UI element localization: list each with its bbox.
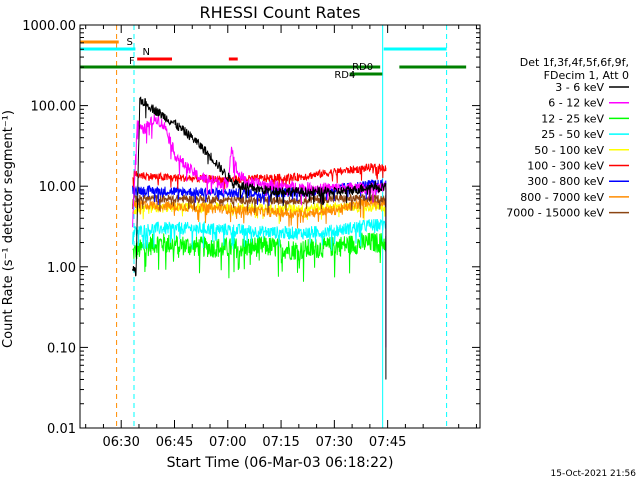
x-axis-label: Start Time (06-Mar-03 06:18:22) [167, 455, 394, 471]
series-line [132, 163, 387, 192]
series-line [132, 197, 387, 229]
series-line [132, 232, 387, 282]
y-tick-label: 0.10 [47, 341, 76, 356]
x-tick-label: 06:30 [102, 435, 139, 450]
legend-label: 7000 - 15000 keV [506, 207, 604, 220]
chart-title: RHESSI Count Rates [200, 3, 361, 22]
timestamp: 15-Oct-2021 21:56 [551, 469, 637, 479]
legend-label: 100 - 300 keV [527, 160, 604, 173]
x-tick-label: 07:45 [369, 435, 406, 450]
y-tick-label: 10.00 [39, 180, 76, 195]
y-tick-label: 1.00 [47, 261, 76, 276]
legend-label: 50 - 100 keV [534, 144, 604, 157]
series-line [132, 178, 387, 206]
y-tick-label: 1000.00 [22, 19, 76, 34]
legend-label: 12 - 25 keV [541, 112, 604, 125]
series-line [132, 192, 387, 213]
series-line [132, 96, 387, 380]
legend-header-line: FDecim 1, Att 0 [544, 69, 629, 82]
x-tick-label: 06:45 [156, 435, 193, 450]
y-tick-label: 0.01 [47, 422, 76, 437]
legend: Det 1f,3f,4f,5f,6f,9f,FDecim 1, Att 03 -… [506, 56, 629, 220]
legend-label: 300 - 800 keV [527, 175, 604, 188]
legend-label: 6 - 12 keV [548, 97, 604, 110]
y-axis-label: Count Rate (s⁻¹ detector segment⁻¹) [1, 110, 16, 348]
flag-label: RD4 [334, 70, 355, 81]
legend-label: 800 - 7000 keV [520, 191, 604, 204]
x-tick-label: 07:30 [316, 435, 353, 450]
legend-label: 3 - 6 keV [555, 81, 604, 94]
x-tick-label: 07:00 [209, 435, 246, 450]
flag-label: F [129, 56, 135, 67]
plot-frame [79, 24, 481, 429]
legend-label: 25 - 50 keV [541, 128, 604, 141]
flag-label: RD0 [352, 62, 373, 73]
series-layer [132, 96, 387, 380]
y-tick-label: 100.00 [31, 100, 77, 115]
legend-header-line: Det 1f,3f,4f,5f,6f,9f, [520, 56, 629, 69]
flag-label: N [143, 47, 150, 58]
axes: 1000.00 100.00 10.00 1.00 0.10 0.01 06:30 06:45… [22, 19, 480, 450]
series-line [132, 218, 387, 251]
flag-label: S [127, 37, 133, 48]
x-tick-label: 07:15 [262, 435, 299, 450]
